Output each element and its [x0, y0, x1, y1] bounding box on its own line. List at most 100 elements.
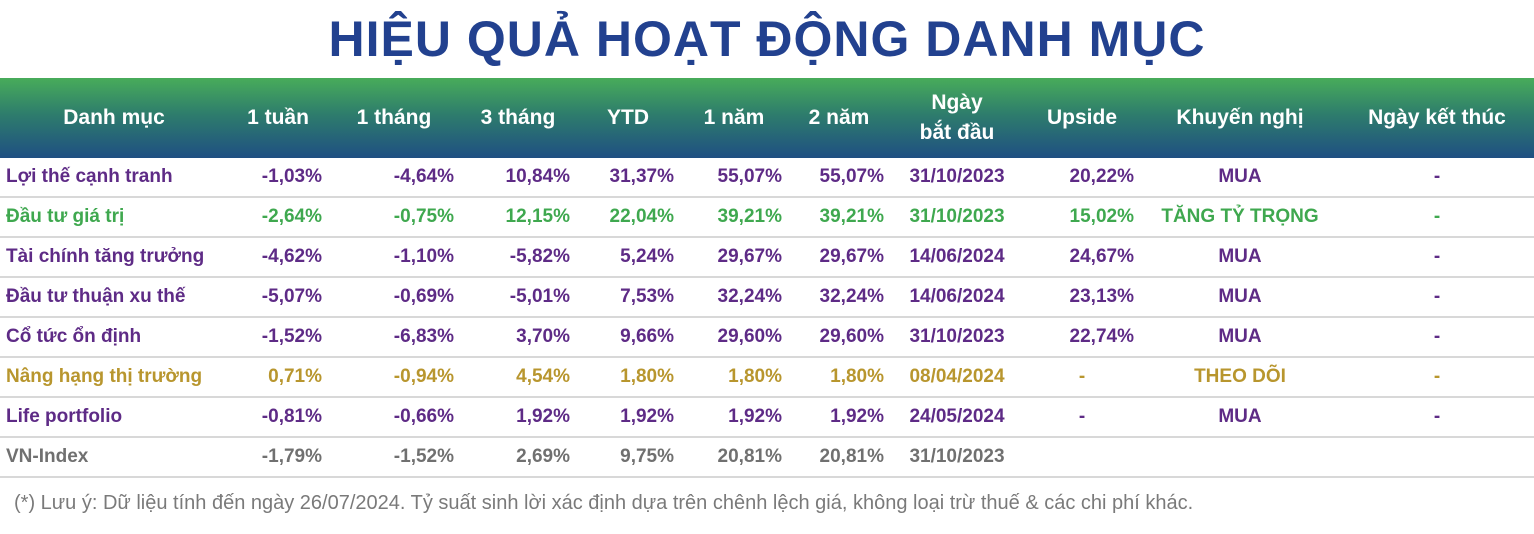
header-category: Danh mục [63, 106, 165, 129]
row-name: Cổ tức ổn định [0, 317, 228, 358]
cell-start-date: 14/06/2024 [890, 277, 1024, 318]
cell-3-months: 1,92% [460, 397, 576, 438]
table-row: Đầu tư giá trị -2,64% -0,75% 12,15% 22,0… [0, 197, 1534, 238]
cell-1-month: -0,69% [328, 277, 460, 318]
cell-upside [1024, 437, 1140, 478]
cell-1-year: 20,81% [680, 437, 788, 478]
header-1-year: 1 năm [703, 106, 765, 129]
row-name: Đầu tư thuận xu thế [0, 277, 228, 318]
cell-1-year: 55,07% [680, 158, 788, 198]
cell-start-date: 08/04/2024 [890, 357, 1024, 398]
cell-upside: 23,13% [1024, 277, 1140, 318]
cell-start-date: 24/05/2024 [890, 397, 1024, 438]
header-end-date: Ngày kết thúc [1368, 106, 1506, 129]
header-upside: Upside [1046, 106, 1117, 129]
cell-1-week: 0,71% [228, 357, 328, 398]
cell-2-years: 1,80% [788, 357, 890, 398]
cell-recommendation: MUA [1140, 397, 1340, 438]
cell-1-year: 39,21% [680, 197, 788, 238]
cell-upside: 20,22% [1024, 158, 1140, 198]
cell-2-years: 29,60% [788, 317, 890, 358]
cell-ytd: 9,66% [576, 317, 680, 358]
cell-recommendation: MUA [1140, 237, 1340, 278]
row-name: VN-Index [0, 437, 228, 478]
header-2-years: 2 năm [808, 106, 870, 129]
cell-ytd: 7,53% [576, 277, 680, 318]
header-recommendation: Khuyến nghị [1176, 106, 1304, 129]
cell-1-week: -5,07% [228, 277, 328, 318]
cell-3-months: 2,69% [460, 437, 576, 478]
row-name: Lợi thế cạnh tranh [0, 158, 228, 198]
cell-1-year: 29,60% [680, 317, 788, 358]
table-row: Nâng hạng thị trường 0,71% -0,94% 4,54% … [0, 357, 1534, 398]
cell-3-months: 3,70% [460, 317, 576, 358]
cell-2-years: 32,24% [788, 277, 890, 318]
cell-1-month: -6,83% [328, 317, 460, 358]
cell-2-years: 29,67% [788, 237, 890, 278]
row-name: Đầu tư giá trị [0, 197, 228, 238]
cell-1-week: -0,81% [228, 397, 328, 438]
cell-3-months: 10,84% [460, 158, 576, 198]
header-1-month: 1 tháng [356, 106, 432, 129]
row-name: Life portfolio [0, 397, 228, 438]
table-row: Tài chính tăng trưởng -4,62% -1,10% -5,8… [0, 237, 1534, 278]
cell-start-date: 31/10/2023 [890, 158, 1024, 198]
table-row: Đầu tư thuận xu thế -5,07% -0,69% -5,01%… [0, 277, 1534, 318]
cell-1-month: -0,75% [328, 197, 460, 238]
portfolio-performance-table: Danh mục 1 tuần 1 tháng 3 tháng YTD 1 nă… [0, 78, 1534, 478]
header-1-week: 1 tuần [247, 106, 309, 129]
cell-1-week: -1,52% [228, 317, 328, 358]
cell-end-date: - [1340, 237, 1534, 278]
cell-upside: - [1024, 357, 1140, 398]
cell-end-date: - [1340, 317, 1534, 358]
cell-3-months: 4,54% [460, 357, 576, 398]
header-ytd: YTD [607, 106, 649, 129]
cell-upside: 24,67% [1024, 237, 1140, 278]
cell-1-month: -4,64% [328, 158, 460, 198]
header-start-date: Ngày bắt đầu [890, 78, 1024, 158]
cell-end-date: - [1340, 357, 1534, 398]
cell-1-week: -1,03% [228, 158, 328, 198]
cell-ytd: 1,92% [576, 397, 680, 438]
cell-start-date: 31/10/2023 [890, 317, 1024, 358]
cell-ytd: 31,37% [576, 158, 680, 198]
cell-2-years: 39,21% [788, 197, 890, 238]
cell-3-months: -5,82% [460, 237, 576, 278]
cell-recommendation: THEO DÕI [1140, 357, 1340, 398]
footnote: (*) Lưu ý: Dữ liệu tính đến ngày 26/07/2… [14, 492, 1194, 514]
cell-1-month: -0,94% [328, 357, 460, 398]
header-3-months: 3 tháng [480, 106, 556, 129]
cell-start-date: 14/06/2024 [890, 237, 1024, 278]
cell-recommendation: MUA [1140, 317, 1340, 358]
cell-1-year: 1,92% [680, 397, 788, 438]
page-title: HIỆU QUẢ HOẠT ĐỘNG DANH MỤC [328, 11, 1206, 67]
cell-start-date: 31/10/2023 [890, 197, 1024, 238]
table-row: Lợi thế cạnh tranh -1,03% -4,64% 10,84% … [0, 158, 1534, 198]
cell-ytd: 22,04% [576, 197, 680, 238]
cell-start-date: 31/10/2023 [890, 437, 1024, 478]
cell-1-week: -2,64% [228, 197, 328, 238]
cell-end-date: - [1340, 277, 1534, 318]
cell-ytd: 1,80% [576, 357, 680, 398]
cell-recommendation: TĂNG TỶ TRỌNG [1140, 197, 1340, 238]
cell-end-date: - [1340, 197, 1534, 238]
header-start-date-line1: Ngày [931, 91, 983, 114]
cell-end-date [1340, 437, 1534, 478]
cell-recommendation: MUA [1140, 158, 1340, 198]
cell-upside: 15,02% [1024, 197, 1140, 238]
row-name: Tài chính tăng trưởng [0, 237, 228, 278]
cell-3-months: -5,01% [460, 277, 576, 318]
cell-1-month: -1,52% [328, 437, 460, 478]
cell-ytd: 5,24% [576, 237, 680, 278]
row-name: Nâng hạng thị trường [0, 357, 228, 398]
cell-2-years: 20,81% [788, 437, 890, 478]
cell-1-week: -4,62% [228, 237, 328, 278]
cell-end-date: - [1340, 158, 1534, 198]
cell-1-year: 29,67% [680, 237, 788, 278]
cell-2-years: 1,92% [788, 397, 890, 438]
header-start-date-line2: bắt đầu [919, 121, 995, 144]
table-row: Cổ tức ổn định -1,52% -6,83% 3,70% 9,66%… [0, 317, 1534, 358]
cell-3-months: 12,15% [460, 197, 576, 238]
cell-upside: 22,74% [1024, 317, 1140, 358]
cell-recommendation [1140, 437, 1340, 478]
